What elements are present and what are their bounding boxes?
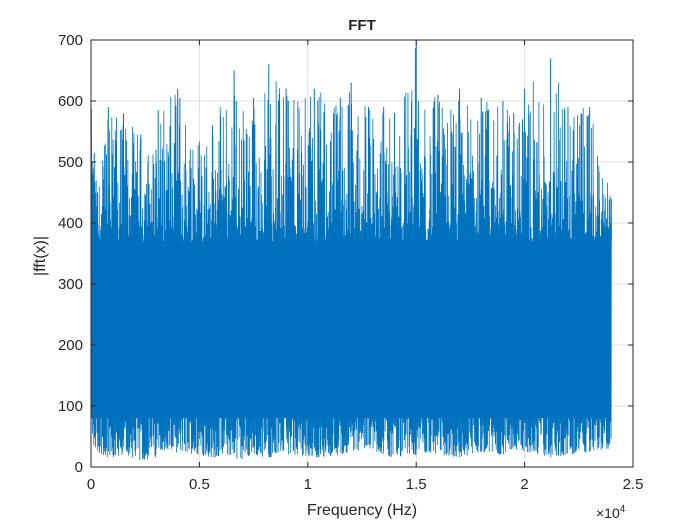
x-tick-label: 1.5 [406, 476, 427, 493]
y-tick-label: 400 [58, 215, 83, 232]
y-axis-label: |fft(x)| [32, 236, 49, 276]
x-tick-label: 1 [304, 476, 312, 493]
y-tick-label: 700 [58, 32, 83, 49]
y-tick-label: 300 [58, 276, 83, 293]
y-tick-label: 100 [58, 398, 83, 415]
chart-title: FFT [348, 17, 376, 34]
plot-area [90, 40, 612, 460]
x-axis-label: Frequency (Hz) [307, 502, 417, 519]
y-tick-label: 600 [58, 93, 83, 110]
x-tick-label: 0.5 [189, 476, 210, 493]
axes-box [90, 39, 634, 468]
x-tick-label: 0 [87, 476, 95, 493]
x-tick-label: 2 [520, 476, 528, 493]
y-tick-label: 0 [75, 459, 83, 476]
y-tick-label: 200 [58, 337, 83, 354]
x-axis-exponent-power: 4 [620, 504, 626, 515]
axis-ticks: 0 0.5 1 1.5 2 2.5 0 100 200 300 400 500 600 700 [58, 32, 643, 493]
y-tick-label: 500 [58, 154, 83, 171]
x-tick-label: 2.5 [623, 476, 644, 493]
x-axis-exponent-base: ×10 [596, 505, 620, 521]
x-axis-exponent: ×104 [596, 504, 626, 521]
